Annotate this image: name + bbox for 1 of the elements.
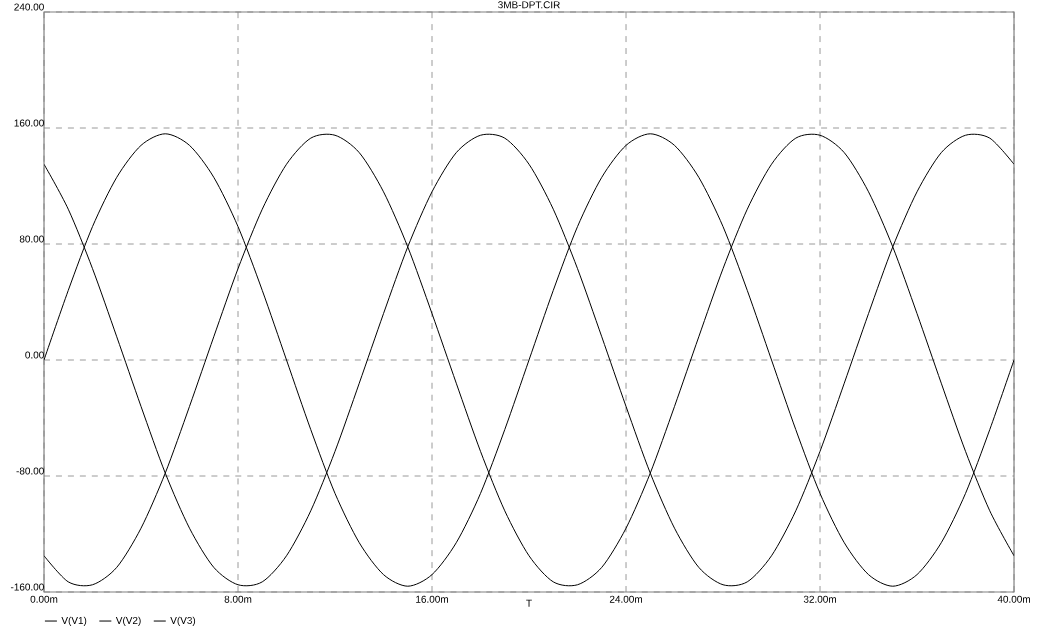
line-series (44, 133, 1015, 587)
